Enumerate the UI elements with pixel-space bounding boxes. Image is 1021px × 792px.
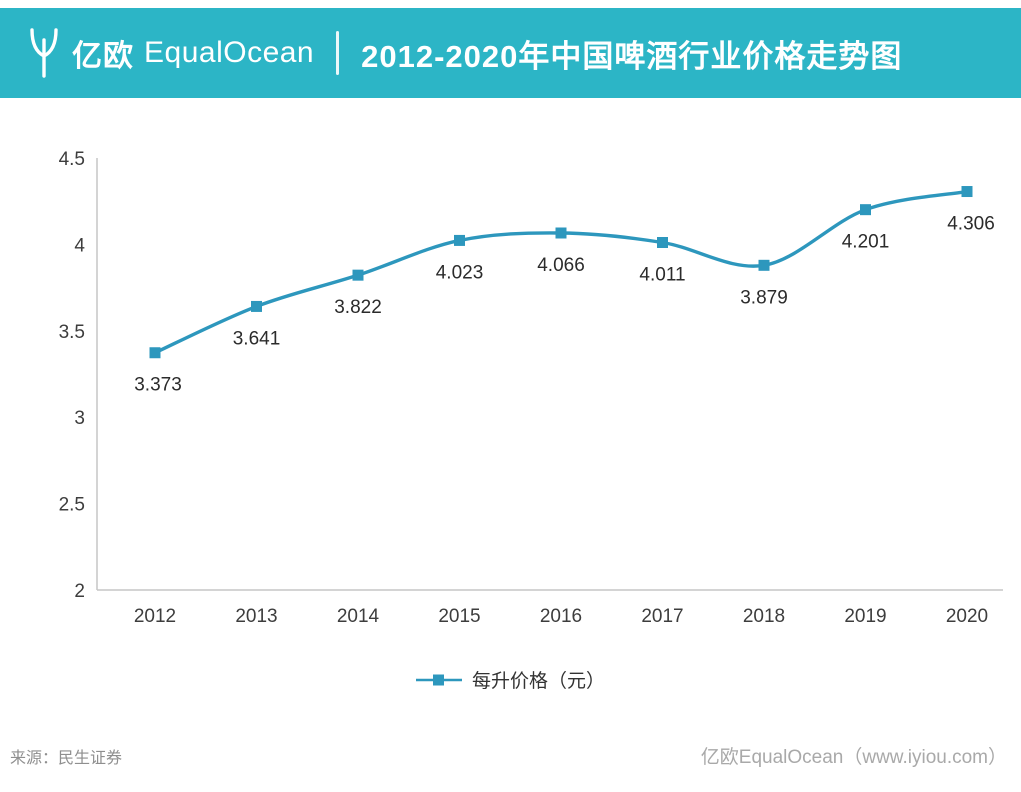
x-tick-label: 2018 — [743, 606, 785, 627]
data-point-marker — [555, 227, 567, 239]
data-point-marker — [961, 186, 973, 198]
x-tick-label: 2013 — [235, 606, 277, 627]
data-point-marker — [149, 347, 161, 359]
data-point-label: 3.822 — [334, 297, 382, 318]
equalocean-logo: 亿欧 EqualOcean — [26, 26, 314, 80]
header-banner: 亿欧 EqualOcean 2012-2020年中国啤酒行业价格走势图 — [0, 8, 1021, 98]
y-tick-label: 2 — [74, 581, 85, 602]
x-tick-label: 2019 — [844, 606, 886, 627]
data-point-marker — [454, 234, 465, 246]
header-divider — [336, 31, 340, 75]
data-point-marker — [657, 236, 668, 248]
legend-line-marker-icon — [415, 674, 462, 685]
data-point-label: 4.306 — [947, 214, 995, 235]
x-tick-label: 2015 — [438, 606, 480, 627]
data-point-label: 4.011 — [639, 264, 685, 285]
data-point-label: 3.879 — [740, 287, 788, 308]
legend: 每升价格（元） — [0, 666, 1021, 693]
y-tick-label: 3.5 — [59, 322, 85, 343]
x-tick-label: 2012 — [134, 606, 176, 627]
data-point-label: 4.201 — [842, 232, 890, 253]
x-tick-label: 2020 — [946, 606, 988, 627]
chart-title: 2012-2020年中国啤酒行业价格走势图 — [361, 38, 903, 74]
data-point-label: 4.023 — [436, 262, 484, 283]
source-text: 来源：民生证券 — [10, 749, 123, 767]
x-tick-label: 2017 — [641, 606, 683, 627]
logo-text-en: EqualOcean — [144, 36, 315, 69]
data-point-marker — [758, 259, 770, 271]
y-tick-label: 4.5 — [59, 149, 85, 170]
x-tick-label: 2014 — [337, 606, 380, 627]
equalocean-logo-icon — [30, 28, 58, 78]
data-point-marker — [860, 204, 871, 216]
data-point-marker — [352, 269, 364, 281]
data-point-label: 3.641 — [233, 328, 281, 349]
legend-label: 每升价格（元） — [471, 671, 605, 692]
footer: 来源：民生证券 亿欧EqualOcean（www.iyiou.com） — [0, 742, 1021, 769]
y-tick-label: 2.5 — [59, 495, 85, 516]
data-point-label: 3.373 — [134, 375, 182, 396]
credit-text: 亿欧EqualOcean（www.iyiou.com） — [700, 747, 1007, 768]
y-tick-label: 3 — [74, 408, 85, 429]
data-point-label: 4.066 — [537, 255, 585, 276]
logo-text-cn: 亿欧 — [72, 40, 134, 73]
data-point-marker — [251, 300, 262, 312]
x-tick-label: 2016 — [540, 606, 582, 627]
y-tick-label: 4 — [74, 235, 85, 256]
